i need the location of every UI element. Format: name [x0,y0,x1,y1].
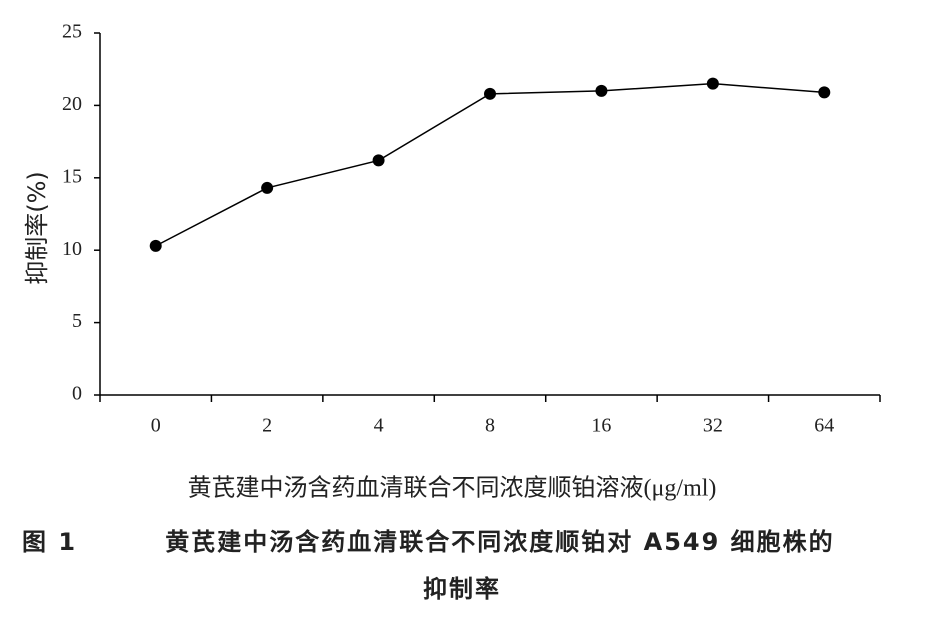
x-tick-label: 4 [374,415,384,437]
point [261,181,274,194]
title-line: 黄芪建中汤含药血清联合不同浓度顺铂对 A549 细胞株的 [165,528,834,556]
point [595,84,608,97]
figure-label: 图 1 [22,528,77,556]
point [818,86,831,99]
y-tick-label: 20 [62,93,82,115]
point [372,154,385,167]
point [706,77,719,90]
x-tick-label: 32 [703,415,723,437]
y-tick-label: 5 [72,310,82,332]
y-tick-label: 25 [62,21,82,43]
point [149,239,162,252]
y-tick-label: 10 [62,238,82,260]
x-tick-label: 64 [814,415,834,437]
y-tick-label: 0 [72,383,82,405]
y-axis-label: 抑制率(%) [23,171,51,285]
x-tick-label: 16 [591,415,611,437]
point [484,87,496,100]
series-line [155,82,825,247]
x-axis-label: 黄芪建中汤含药血清联合不同浓度顺铂溶液(μg/ml) [188,475,717,502]
y-tick-label: 15 [62,165,82,187]
x-tick-label: 0 [151,415,161,437]
title-line: 抑制率 [423,575,501,603]
x-tick-label: 2 [262,415,272,437]
x-tick-label: 8 [485,415,495,437]
